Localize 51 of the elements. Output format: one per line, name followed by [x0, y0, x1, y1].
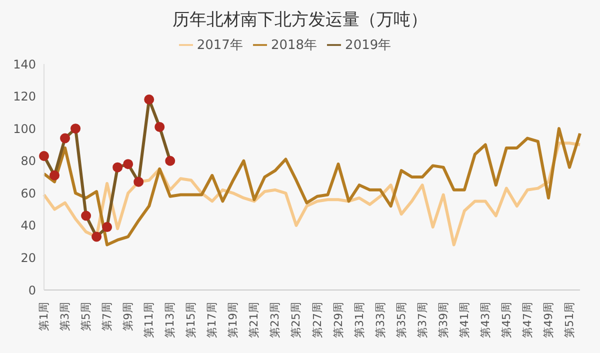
legend-label: 2017年: [196, 38, 243, 53]
point: [112, 162, 123, 172]
point: [92, 232, 102, 242]
y-tick-label: 40: [20, 218, 36, 233]
x-tick-label: 第51周: [562, 302, 576, 338]
chart-title: 历年北材南下北方发运量（万吨）: [172, 9, 428, 31]
point: [154, 122, 165, 132]
x-tick-label: 第49周: [542, 302, 555, 338]
x-tick-label: 第27周: [310, 302, 324, 338]
point: [144, 94, 154, 105]
x-tick-label: 第7周: [100, 302, 114, 331]
x-tick-label: 第39周: [436, 302, 450, 338]
y-tick-label: 120: [13, 90, 36, 104]
point: [50, 170, 60, 180]
x-tick-label: 第21周: [248, 302, 261, 338]
x-tick-label: 第19周: [226, 302, 240, 338]
y-tick-label: 0: [28, 283, 36, 298]
legend-label: 2019年: [345, 38, 392, 53]
point: [123, 159, 134, 170]
y-tick-label: 80: [20, 154, 36, 168]
x-tick-label: 第5周: [80, 302, 93, 331]
point: [134, 176, 144, 187]
point: [165, 156, 176, 166]
x-tick-label: 第35周: [394, 302, 408, 338]
legend-label: 2018年: [270, 38, 318, 53]
x-tick-label: 第41周: [458, 302, 471, 338]
point: [39, 151, 49, 162]
x-tick-label: 第31周: [352, 302, 366, 338]
x-tick-label: 第45周: [500, 302, 513, 338]
x-tick-label: 第33周: [374, 302, 387, 338]
x-tick-label: 第17周: [206, 302, 219, 338]
x-tick-label: 第11周: [142, 302, 156, 338]
x-tick-label: 第23周: [268, 302, 282, 338]
y-tick-label: 140: [13, 57, 36, 72]
point: [102, 222, 112, 232]
y-tick-label: 60: [20, 186, 36, 200]
x-tick-label: 第29周: [332, 302, 345, 338]
x-tick-label: 第3周: [58, 302, 72, 331]
point: [70, 124, 81, 134]
x-tick-label: 第1周: [38, 302, 50, 331]
y-tick-label: 20: [20, 250, 36, 265]
x-tick-label: 第25周: [290, 302, 303, 338]
x-tick-label: 第15周: [184, 302, 198, 338]
x-tick-label: 第37周: [416, 302, 429, 338]
x-tick-label: 第13周: [164, 302, 177, 338]
point: [81, 210, 92, 221]
x-tick-label: 第43周: [478, 302, 492, 338]
y-tick-label: 100: [13, 122, 36, 136]
x-tick-label: 第47周: [520, 302, 534, 338]
point: [60, 133, 70, 144]
x-tick-label: 第9周: [122, 302, 135, 331]
